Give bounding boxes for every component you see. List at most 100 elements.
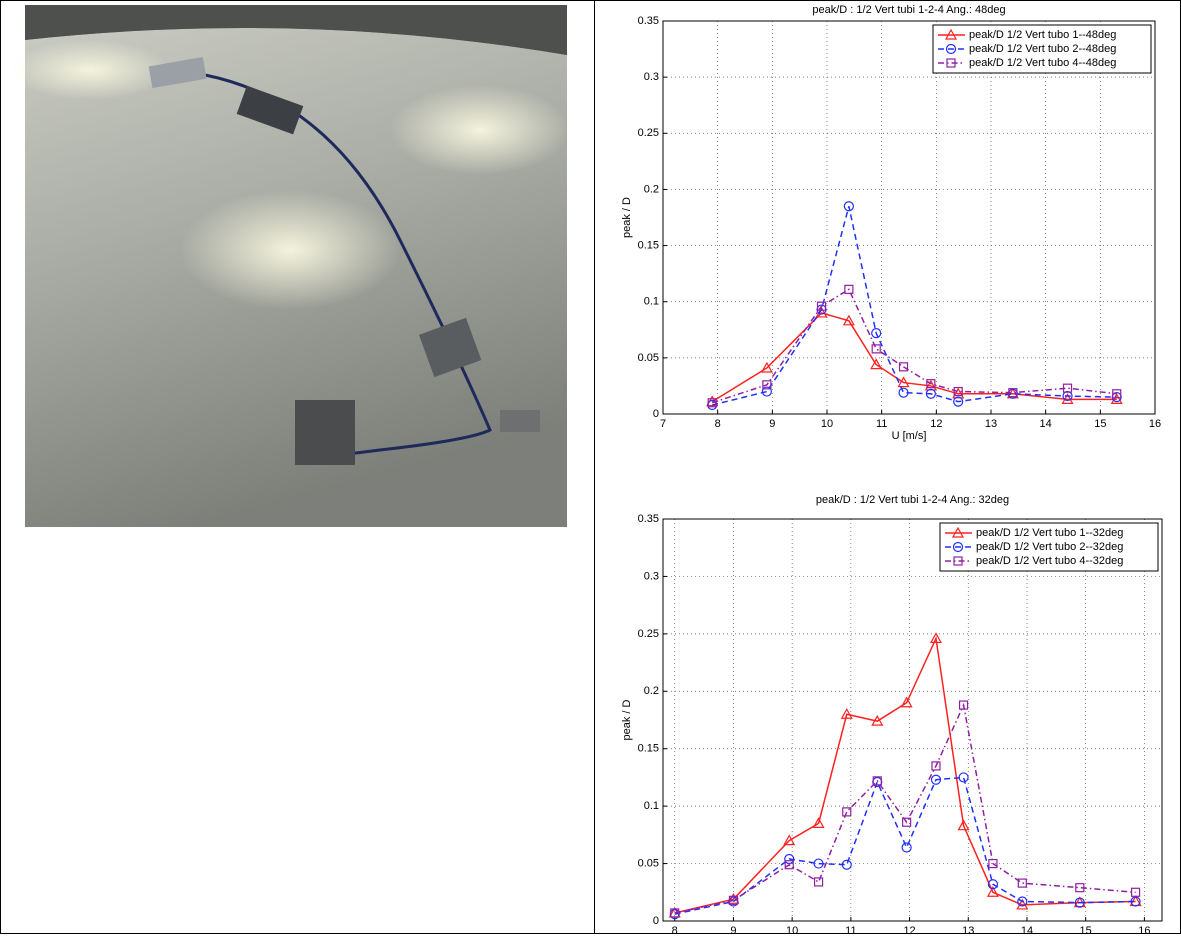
legend-label: peak/D 1/2 Vert tubo 2--48deg [969,43,1116,55]
marker [871,328,882,339]
x-tick-label: 16 [1149,418,1161,430]
chart-title: peak/D : 1/2 Vert tubi 1-2-4 Ang.: 48deg [812,4,1005,16]
marker [902,817,912,827]
marker [843,201,854,212]
marker [1062,390,1073,402]
marker [987,879,999,890]
x-tick-label: 11 [845,925,856,934]
legend-label: peak/D 1/2 Vert tubo 4--48deg [969,57,1116,69]
x-tick-label: 8 [672,925,678,934]
marker [951,526,965,538]
marker [762,380,772,390]
x-tick-label: 12 [903,925,915,934]
y-tick-label: 0.1 [644,800,659,812]
marker [957,819,970,831]
x-tick-label: 15 [1080,925,1092,934]
marker [952,541,964,553]
axes-box [662,20,1156,415]
photo [10,5,570,527]
y-tick-label: 0.35 [638,15,659,27]
chart-title: peak/D : 1/2 Vert tubi 1-2-4 Ang.: 32deg [816,494,1009,506]
marker [901,842,912,853]
marker [958,700,969,710]
y-tick-label: 0.35 [638,513,659,525]
y-tick-label: 0.15 [638,743,659,755]
x-tick-label: 8 [715,418,721,430]
x-tick-label: 10 [821,418,833,430]
y-tick-label: 0.2 [644,183,659,195]
y-tick-label: 0.1 [644,296,659,308]
marker [944,28,958,40]
marker [925,388,936,399]
marker [1110,393,1123,405]
marker [924,379,937,391]
marker [900,696,913,708]
x-axis-label: U [m/s] [892,430,927,442]
marker [842,314,855,326]
x-tick-label: 10 [786,925,798,934]
axes-box [662,518,1163,922]
x-tick-label: 12 [930,418,942,430]
marker [945,43,957,55]
marker [760,361,773,373]
marker [783,834,796,846]
y-tick-label: 0.3 [644,570,659,582]
marker [931,761,941,771]
y-tick-label: 0 [653,408,659,420]
marker [1074,897,1085,908]
marker [1075,883,1085,893]
y-axis-label: peak / D [621,699,633,740]
marker [952,387,965,399]
marker [898,387,909,398]
y-tick-label: 0.2 [644,685,659,697]
marker [816,301,827,311]
x-tick-label: 15 [1094,418,1106,430]
marker [1112,389,1122,399]
y-tick-label: 0.25 [638,628,659,640]
marker [926,379,936,389]
marker [929,632,943,644]
marker [953,556,963,566]
marker [1016,898,1029,910]
marker [1017,878,1027,888]
marker [897,376,910,388]
series-line [711,288,1117,404]
marker [728,895,739,905]
x-tick-label: 13 [985,418,997,430]
marker [707,398,717,408]
y-tick-label: 0.15 [638,239,659,251]
legend: peak/D 1/2 Vert tubo 1--48deg peak/D 1/2 … [932,24,1152,74]
series-line [674,702,1136,914]
marker [1008,388,1018,398]
x-tick-label: 13 [962,925,974,934]
marker [761,386,772,397]
legend-box [939,522,1159,572]
legend-label: peak/D 1/2 Vert tubo 2--32deg [976,541,1123,553]
marker [1130,887,1141,897]
marker [988,858,998,869]
x-tick-label: 14 [1021,925,1033,934]
marker [872,776,882,786]
marker [1017,896,1028,907]
marker [842,807,852,817]
plot-area [663,519,1162,921]
marker [986,886,999,897]
marker [871,344,881,354]
marker [871,714,884,726]
chart: 0 0.05 0.1 0.15 0.2 0.25 0.3 0.35 7 8 9 10 11 12 13 14 1… [621,4,1161,442]
x-tick-label: 9 [730,925,736,934]
y-tick-label: 0 [653,915,659,927]
x-tick-label: 7 [660,418,666,430]
x-tick-label: 9 [769,418,775,430]
marker [813,877,824,887]
marker [841,859,852,870]
chart: 0 0.05 0.1 0.15 0.2 0.25 0.3 0.35 8 9 10 11 12 13 14 15… [621,494,1163,939]
marker [958,772,969,783]
legend: peak/D 1/2 Vert tubo 1--32deg peak/D 1/2 … [939,522,1159,572]
series-line [674,776,1136,915]
legend-box [932,24,1152,74]
marker [840,708,853,719]
y-tick-label: 0.25 [638,127,659,139]
